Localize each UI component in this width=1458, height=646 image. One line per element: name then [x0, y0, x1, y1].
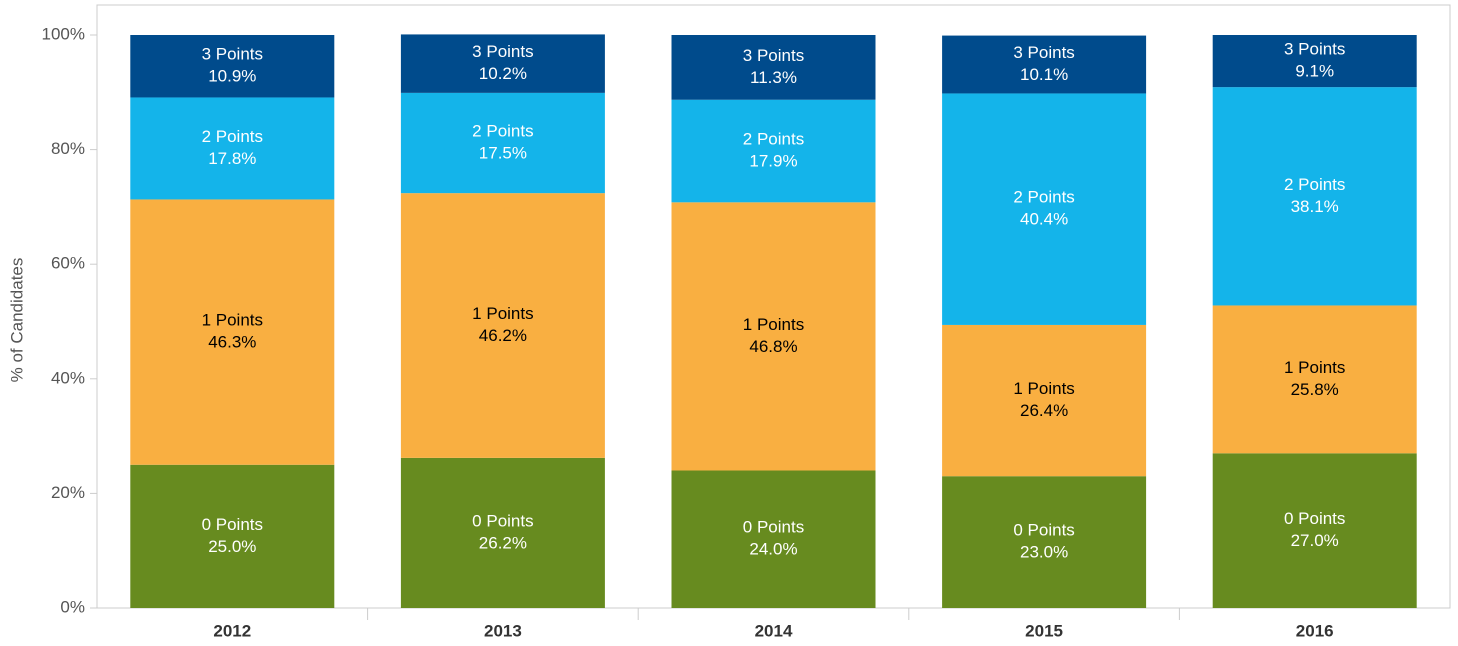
segment-series-label: 2 Points [1284, 175, 1345, 194]
data-label: 27.0% [1291, 531, 1339, 550]
bar-segment [400, 193, 605, 458]
data-label: 11.3% [750, 68, 797, 87]
segment-series-label: 1 Points [472, 304, 533, 323]
x-tick-label: 2016 [1296, 621, 1334, 640]
bar-segment [1212, 305, 1417, 454]
bar-segment [671, 99, 876, 203]
data-label: 25.0% [208, 537, 256, 556]
segment-series-label: 1 Points [202, 311, 263, 330]
x-tick-label: 2013 [484, 621, 522, 640]
bar-segment [400, 457, 605, 608]
bar-segment [942, 324, 1147, 477]
bar-segment [1212, 87, 1417, 306]
segment-series-label: 0 Points [472, 511, 533, 530]
x-tick-label: 2012 [213, 621, 251, 640]
segment-series-label: 1 Points [1284, 358, 1345, 377]
data-label: 24.0% [749, 540, 797, 559]
segment-series-label: 0 Points [202, 515, 263, 534]
data-label: 46.2% [479, 326, 527, 345]
data-label: 25.8% [1291, 380, 1339, 399]
y-tick-label: 20% [51, 483, 85, 502]
data-label: 26.2% [479, 533, 527, 552]
y-tick-label: 80% [51, 139, 85, 158]
data-label: 10.9% [208, 67, 256, 86]
data-label: 26.4% [1020, 401, 1068, 420]
segment-series-label: 2 Points [743, 130, 804, 149]
bar-segment [942, 476, 1147, 608]
data-label: 46.3% [208, 333, 256, 352]
segment-series-label: 2 Points [1013, 188, 1074, 207]
bar-segment [130, 97, 335, 200]
bar-segment [671, 470, 876, 608]
data-label: 17.9% [749, 152, 797, 171]
segment-series-label: 1 Points [743, 315, 804, 334]
bar-segment [942, 35, 1147, 94]
data-label: 9.1% [1295, 62, 1334, 81]
data-label: 17.8% [208, 149, 256, 168]
y-axis-label: % of Candidates [7, 258, 26, 383]
segment-series-label: 2 Points [472, 121, 533, 140]
segment-series-label: 3 Points [743, 46, 804, 65]
segment-series-label: 1 Points [1013, 379, 1074, 398]
y-tick-label: 60% [51, 254, 85, 273]
bar-segment [1212, 453, 1417, 608]
y-tick-label: 100% [42, 24, 85, 43]
data-label: 10.2% [479, 64, 527, 83]
bar-segment [130, 199, 335, 465]
bar-segment [671, 202, 876, 471]
data-label: 23.0% [1020, 543, 1068, 562]
x-tick-label: 2015 [1025, 621, 1063, 640]
segment-series-label: 3 Points [472, 42, 533, 61]
segment-series-label: 3 Points [202, 45, 263, 64]
data-label: 17.5% [479, 143, 527, 162]
segment-series-label: 3 Points [1013, 43, 1074, 62]
y-tick-label: 40% [51, 368, 85, 387]
bar-segment [130, 35, 335, 98]
segment-series-label: 2 Points [202, 127, 263, 146]
bar-segment [671, 35, 876, 100]
data-label: 38.1% [1291, 197, 1339, 216]
data-label: 40.4% [1020, 210, 1068, 229]
segment-series-label: 0 Points [743, 518, 804, 537]
data-label: 10.1% [1020, 65, 1068, 84]
bar-segment [130, 464, 335, 608]
bar-segment [400, 34, 605, 93]
data-label: 46.8% [749, 337, 797, 356]
bar-segment [1212, 35, 1417, 88]
segment-series-label: 3 Points [1284, 40, 1345, 59]
segment-series-label: 0 Points [1284, 509, 1345, 528]
bar-segment [400, 92, 605, 194]
bar-segment [942, 93, 1147, 325]
segment-series-label: 0 Points [1013, 521, 1074, 540]
x-tick-label: 2014 [755, 621, 793, 640]
y-tick-label: 0% [60, 597, 85, 616]
